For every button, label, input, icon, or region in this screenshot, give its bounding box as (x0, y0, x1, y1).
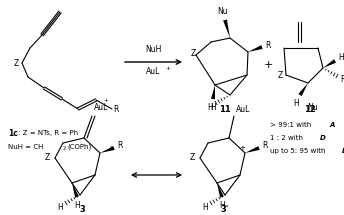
Text: 2: 2 (63, 146, 66, 152)
Text: R: R (262, 141, 268, 150)
Text: 2: 2 (110, 146, 113, 152)
Text: H: H (202, 204, 208, 212)
Polygon shape (217, 183, 224, 198)
Text: 3': 3' (221, 206, 229, 215)
Text: 3: 3 (79, 206, 85, 215)
Text: 12: 12 (304, 106, 316, 115)
Text: Nu: Nu (218, 8, 228, 17)
Text: R: R (265, 40, 271, 49)
Text: 1 : 2 with: 1 : 2 with (270, 135, 305, 141)
Text: H: H (210, 103, 216, 112)
Text: +: + (239, 145, 245, 151)
Text: AuL: AuL (146, 68, 160, 77)
Text: Z: Z (277, 71, 283, 80)
Text: Nu: Nu (308, 103, 318, 112)
Text: +: + (165, 66, 171, 72)
Text: R: R (113, 106, 119, 115)
Text: +: + (104, 97, 108, 103)
Text: Z: Z (44, 154, 50, 163)
Polygon shape (72, 183, 79, 198)
Polygon shape (245, 146, 260, 153)
Text: H: H (74, 201, 80, 209)
Text: D: D (320, 135, 326, 141)
Text: NuH: NuH (145, 46, 161, 54)
Polygon shape (100, 146, 115, 153)
Text: E: E (342, 148, 344, 154)
Text: Z: Z (13, 58, 19, 68)
Polygon shape (223, 20, 230, 38)
Text: AuL: AuL (236, 106, 250, 115)
Text: +: + (263, 60, 273, 70)
Polygon shape (298, 83, 308, 96)
Text: H: H (338, 54, 344, 63)
Text: Z: Z (190, 154, 195, 163)
Text: Z: Z (191, 49, 196, 57)
Text: : Z = NTs, R = Ph: : Z = NTs, R = Ph (18, 130, 78, 136)
Text: 11: 11 (219, 106, 231, 115)
Text: R: R (340, 75, 344, 84)
Text: H: H (219, 201, 225, 209)
Text: 1c: 1c (8, 129, 18, 138)
Polygon shape (323, 59, 336, 68)
Polygon shape (248, 45, 263, 52)
Text: H: H (207, 103, 213, 112)
Text: (COPh): (COPh) (67, 144, 91, 150)
Text: > 99:1 with: > 99:1 with (270, 122, 313, 128)
Text: H: H (293, 98, 299, 108)
Text: up to 5: 95 with: up to 5: 95 with (270, 148, 328, 154)
Text: R: R (117, 141, 123, 150)
Text: H: H (57, 204, 63, 212)
Polygon shape (211, 85, 215, 99)
Text: A: A (329, 122, 334, 128)
Text: AuL: AuL (94, 103, 108, 112)
Text: NuH = CH: NuH = CH (8, 144, 43, 150)
